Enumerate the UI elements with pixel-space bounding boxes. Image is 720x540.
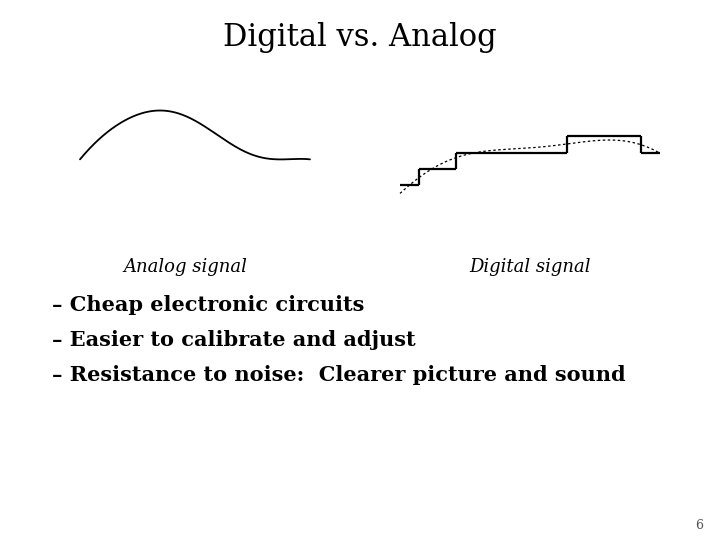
Text: – Cheap electronic circuits: – Cheap electronic circuits [52,295,364,315]
Text: Analog signal: Analog signal [123,258,247,276]
Text: – Resistance to noise:  Clearer picture and sound: – Resistance to noise: Clearer picture a… [52,365,626,385]
Text: Digital vs. Analog: Digital vs. Analog [223,22,497,53]
Text: 6: 6 [695,519,703,532]
Text: Digital signal: Digital signal [469,258,590,276]
Text: – Easier to calibrate and adjust: – Easier to calibrate and adjust [52,330,415,350]
